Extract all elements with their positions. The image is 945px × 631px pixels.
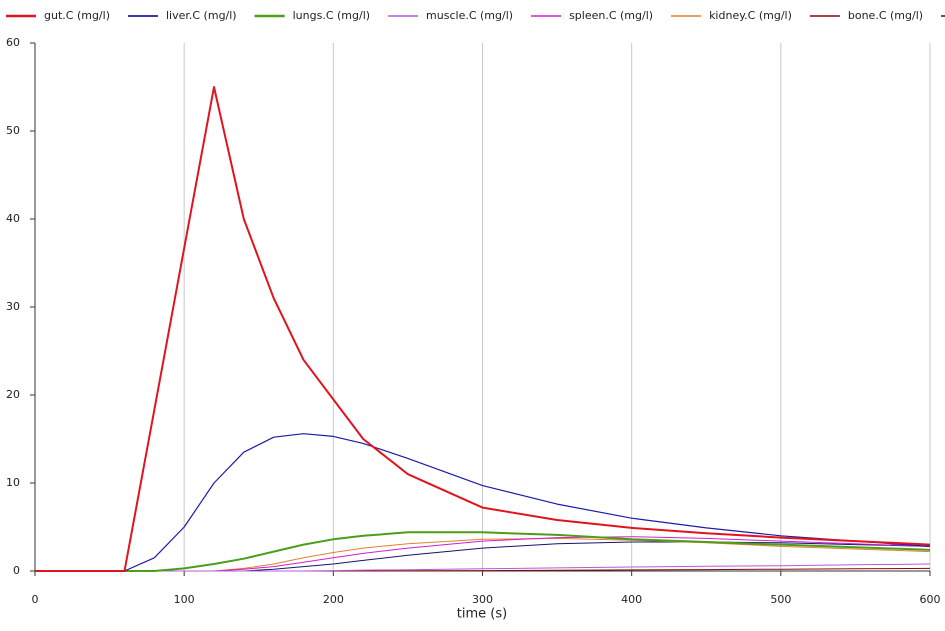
x-tick-label: 200 (323, 593, 344, 606)
y-tick-label: 40 (6, 212, 20, 225)
y-tick-label: 0 (13, 564, 20, 577)
series-line (35, 563, 931, 572)
legend-label: gut.C (mg/l) (44, 9, 110, 22)
legend-label: spleen.C (mg/l) (569, 9, 653, 22)
y-tick-label: 30 (6, 300, 20, 313)
legend-label: lungs.C (mg/l) (293, 9, 370, 22)
x-tick-label: 600 (920, 593, 941, 606)
legend-label: kidney.C (mg/l) (709, 9, 792, 22)
x-tick-label: 100 (174, 593, 195, 606)
x-tick-label: 0 (32, 593, 39, 606)
x-tick-label: 500 (770, 593, 791, 606)
y-tick-label: 50 (6, 124, 20, 137)
y-tick-label: 10 (6, 476, 20, 489)
series-line (35, 86, 931, 572)
x-tick-label: 400 (621, 593, 642, 606)
x-axis-label: time (s) (457, 607, 507, 622)
legend-label: liver.C (mg/l) (166, 9, 237, 22)
legend-label: bone.C (mg/l) (848, 9, 923, 22)
y-tick-label: 20 (6, 388, 20, 401)
series-line (35, 531, 931, 572)
series-line (35, 433, 931, 572)
legend-label: muscle.C (mg/l) (426, 9, 513, 22)
y-tick-label: 60 (6, 36, 20, 49)
x-tick-label: 300 (472, 593, 493, 606)
